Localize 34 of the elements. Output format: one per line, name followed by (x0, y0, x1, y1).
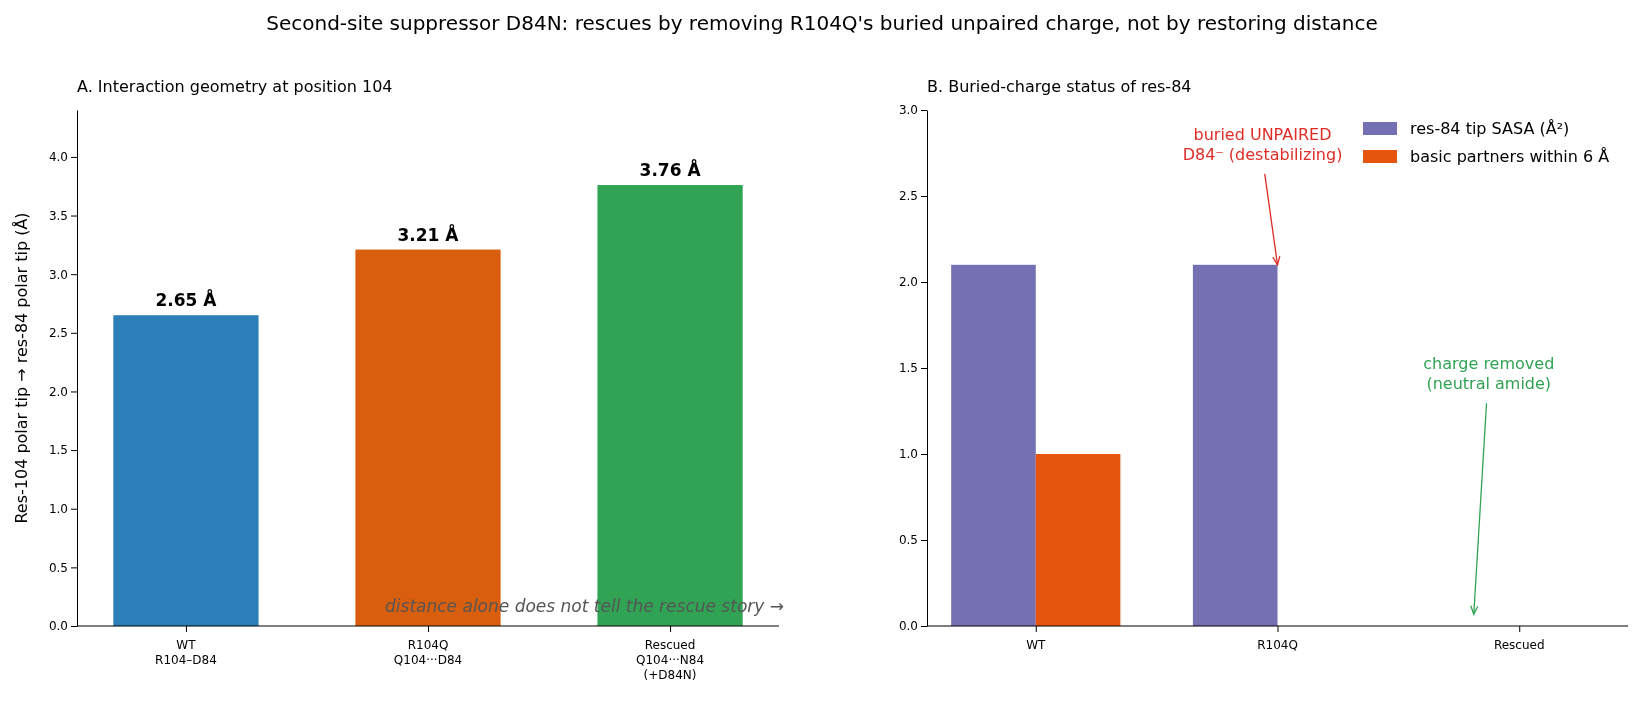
data-label: 2.65 Å (155, 288, 218, 311)
y-tick-label: 0.5 (898, 533, 918, 548)
x-tick-label: R104Q (1257, 638, 1298, 652)
y-tick-label: 3.0 (48, 267, 68, 282)
y-tick-label: 0.0 (898, 619, 918, 634)
bar (113, 315, 259, 626)
y-tick-label: 0.0 (48, 619, 68, 634)
y-tick-label: 2.5 (898, 189, 918, 204)
x-tick-label: Rescued (1493, 638, 1545, 652)
data-label: 3.21 Å (397, 222, 460, 245)
legend-label: res-84 tip SASA (Å²) (1410, 119, 1570, 138)
data-label: 3.76 Å (639, 158, 702, 181)
y-tick-label: 1.0 (898, 447, 918, 462)
y-tick-label: 2.5 (48, 326, 68, 341)
y-axis-title: Res-104 polar tip → res-84 polar tip (Å) (12, 212, 31, 524)
text: Second-site suppressor D84N: rescues by removing R104Q's buried unpaired charge, not by restoring distance (266, 11, 1378, 35)
y-tick-label: 2.0 (48, 384, 68, 399)
chart-subtitle: B. Buried-charge status of res-84 (927, 77, 1192, 96)
annotation: charge removed (neutral amide) (1423, 354, 1555, 394)
legend-label: basic partners within 6 Å (1410, 147, 1610, 166)
x-tick-label: R104Q Q104···D84 (393, 638, 463, 667)
annotation: buried UNPAIRED D84⁻ (destabilizing) (1182, 124, 1343, 164)
y-tick-label: 3.0 (898, 103, 918, 118)
y-tick-label: 0.5 (48, 560, 68, 575)
y-tick-label: 4.0 (48, 150, 68, 165)
y-tick-label: 1.5 (898, 361, 918, 376)
y-tick-label: 3.5 (48, 208, 68, 223)
chart-subtitle: A. Interaction geometry at position 104 (77, 77, 393, 96)
x-tick-label: WT (1026, 638, 1047, 652)
y-tick-label: 1.0 (48, 502, 68, 517)
x-tick-label: Rescued Q104···N84 (+D84N) (636, 638, 705, 682)
y-tick-label: 1.5 (48, 443, 68, 458)
x-tick-label: WT R104–D84 (155, 638, 217, 667)
y-tick-label: 2.0 (898, 275, 918, 290)
